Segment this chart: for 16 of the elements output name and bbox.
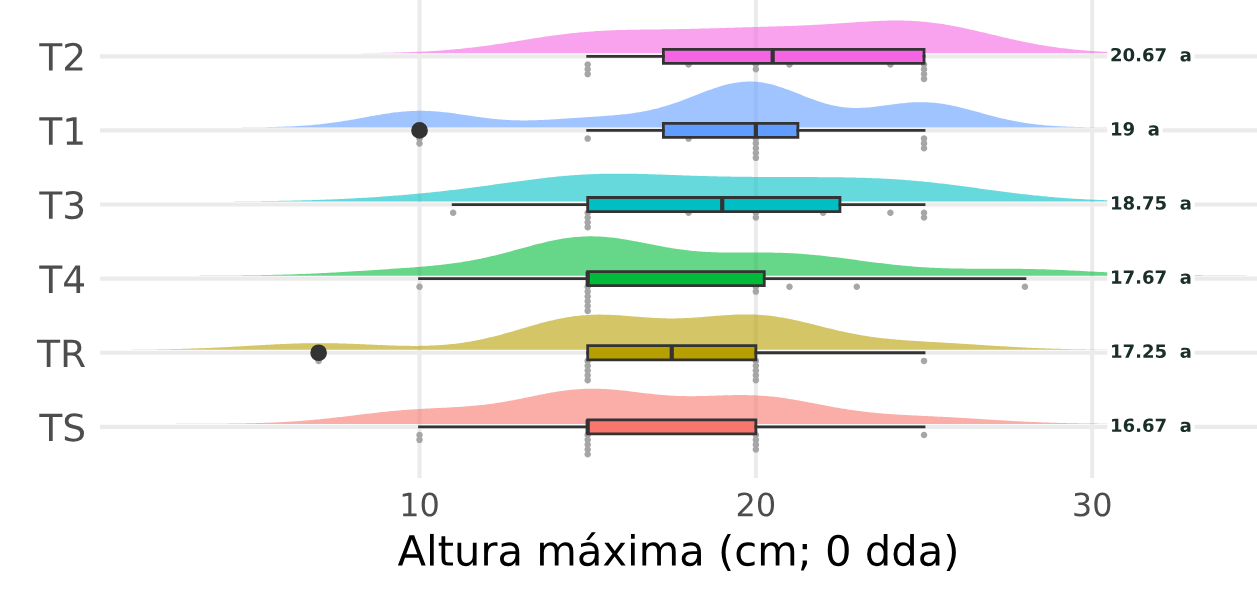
x-tick-label: 10 [402, 492, 438, 517]
annotation: 16.67 a [1112, 418, 1191, 433]
y-tick-label: TS [39, 413, 85, 442]
y-tick-label: T2 [39, 42, 83, 71]
y-tick-label: TR [37, 339, 86, 367]
annotation: 19 a [1112, 122, 1159, 136]
y-tick-label: T3 [39, 190, 84, 220]
x-axis-title: Altura máxima (cm; 0 dda) [397, 532, 956, 572]
annotation: 20.67 a [1111, 47, 1191, 62]
annotation: 18.75 a [1112, 196, 1191, 210]
annotation: 17.67 a [1112, 270, 1191, 284]
y-tick-label: T4 [39, 265, 85, 293]
x-tick-label: 30 [1074, 492, 1111, 517]
y-tick-label: T1 [39, 117, 83, 145]
x-tick-label: 20 [737, 492, 775, 517]
annotation: 17.25 a [1112, 344, 1191, 358]
